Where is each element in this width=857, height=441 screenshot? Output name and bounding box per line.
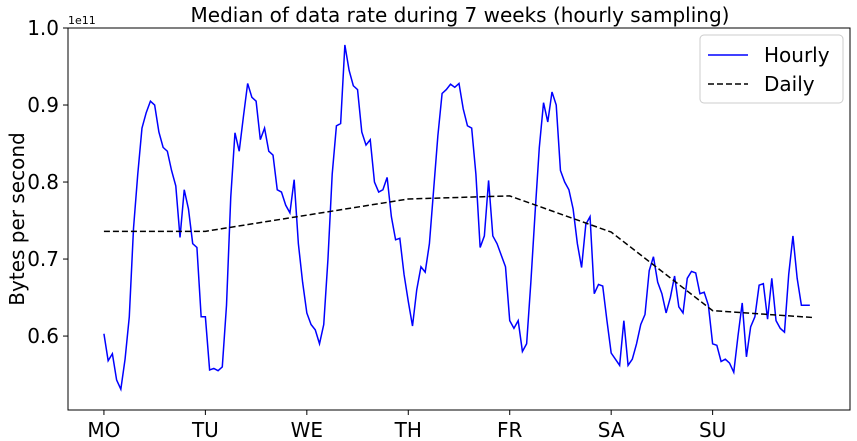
x-tick-label: SU <box>699 418 726 441</box>
x-tick-label: TU <box>191 418 219 441</box>
series-line <box>103 44 810 392</box>
y-tick-label: 0.9 <box>27 93 59 117</box>
x-tick-label: FR <box>497 418 523 441</box>
chart-title: Median of data rate during 7 weeks (hour… <box>191 3 730 27</box>
plot-frame <box>67 27 851 411</box>
x-tick-label: WE <box>291 418 323 441</box>
y-tick-label: 0.6 <box>27 324 59 348</box>
x-tick-label: MO <box>87 418 120 441</box>
series-line <box>103 195 815 319</box>
y-tick-label: 0.8 <box>27 170 59 194</box>
y-tick-label: 0.7 <box>27 247 59 271</box>
legend-label: Hourly <box>764 43 830 67</box>
legend-box <box>699 34 844 104</box>
legend-label: Daily <box>764 72 815 96</box>
x-tick-label: SA <box>598 418 625 441</box>
x-tick-label: TH <box>394 418 422 441</box>
y-axis-label: Bytes per second <box>5 132 29 305</box>
y-tick-label: 1.0 <box>27 16 59 40</box>
y-offset-label: 1e11 <box>68 14 96 27</box>
